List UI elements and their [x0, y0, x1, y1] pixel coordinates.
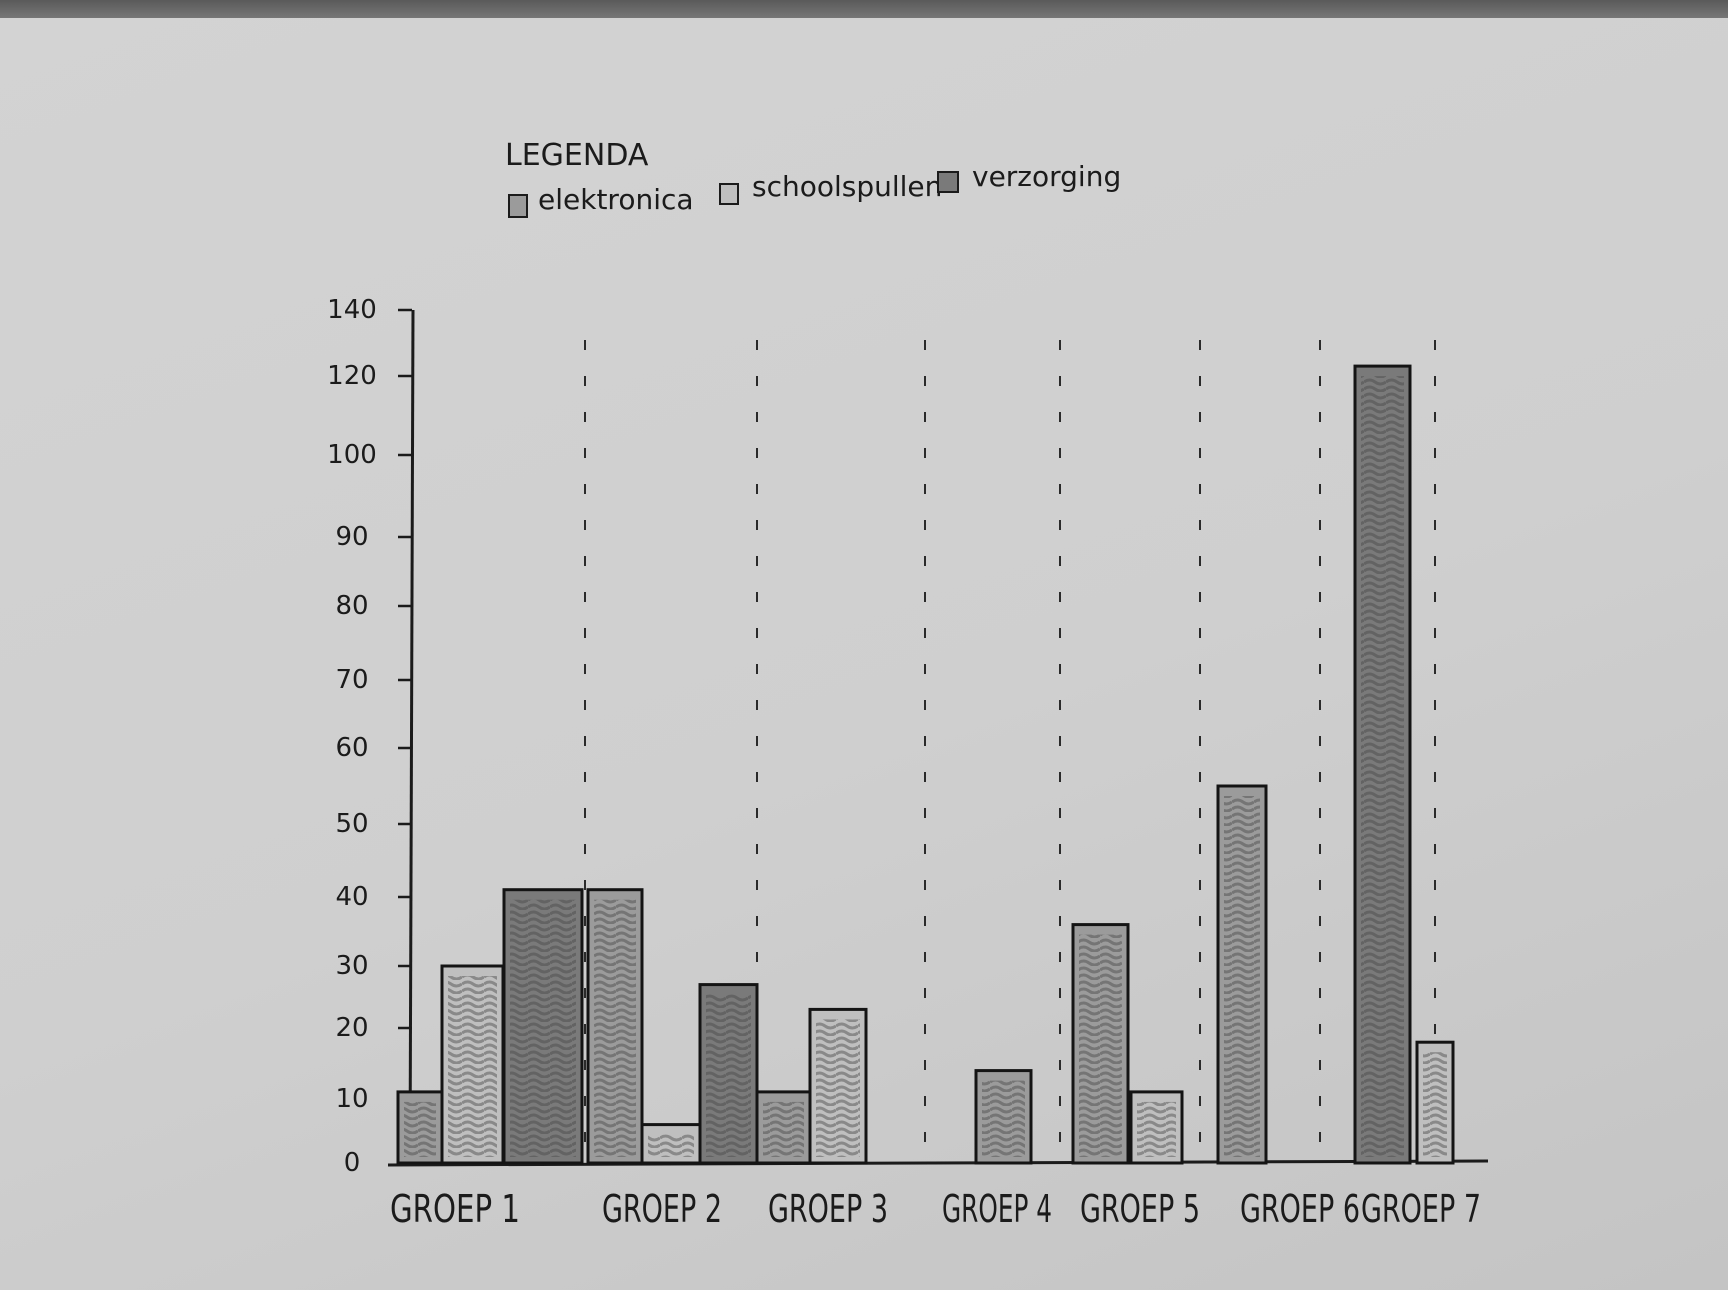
bar-scribble [648, 1134, 694, 1157]
bar-scribble [816, 1019, 860, 1157]
legend: LEGENDA elektronica schoolspullen verzor… [505, 138, 1121, 218]
y-tick-label: 70 [335, 665, 368, 695]
y-tick-label: 90 [335, 522, 368, 552]
x-tick-label: GROEP 7 [1361, 1187, 1481, 1231]
legend-label-verzorging: verzorging [972, 160, 1121, 193]
legend-swatch-schoolspullen [719, 183, 739, 205]
legend-label-elektronica: elektronica [538, 183, 694, 216]
plot-area: 0 10 20 30 40 50 60 70 80 90 100 120 140 GROEP 1 GROEP… [327, 295, 1489, 1231]
x-tick-label: GROEP 3 [768, 1187, 888, 1231]
y-tick-label: 30 [335, 951, 368, 981]
y-tick-label: 40 [335, 882, 368, 912]
y-tick-label: 80 [335, 591, 368, 621]
y-tick-label: 100 [327, 440, 377, 470]
x-tick-label: GROEP 1 [390, 1187, 520, 1231]
y-axis [408, 309, 415, 1164]
bar-scribble [706, 994, 751, 1157]
y-tick-label: 0 [344, 1148, 361, 1178]
bar-scribble [763, 1101, 804, 1157]
x-tick-label: GROEP 2 [602, 1187, 722, 1231]
legend-label-schoolspullen: schoolspullen [752, 170, 942, 203]
legend-swatch-elektronica [508, 194, 528, 218]
bar-scribble [982, 1080, 1025, 1157]
y-tick-label: 50 [335, 809, 368, 839]
y-tick-label: 120 [327, 361, 377, 391]
legend-item-schoolspullen: schoolspullen [719, 170, 942, 205]
y-tick-label: 20 [335, 1013, 368, 1043]
bar-scribble [1079, 934, 1122, 1157]
legend-swatch-verzorging [937, 171, 959, 193]
legend-item-elektronica: elektronica [508, 183, 694, 218]
bar-scribble [1137, 1101, 1176, 1157]
y-tick-label: 10 [335, 1084, 368, 1114]
bar-scribble [404, 1101, 436, 1157]
legend-title: LEGENDA [505, 138, 649, 173]
bar-scribble [1423, 1052, 1447, 1157]
x-tick-label: GROEP 5 [1080, 1187, 1200, 1231]
bar-scribble [448, 976, 497, 1157]
y-tick-label: 140 [327, 295, 377, 325]
x-tick-label: GROEP 4 [942, 1187, 1052, 1231]
bar-scribble [510, 899, 576, 1157]
bar-scribble [594, 899, 636, 1157]
legend-item-verzorging: verzorging [937, 160, 1121, 193]
bar-scribble [1361, 376, 1404, 1158]
x-tick-label: GROEP 6 [1240, 1187, 1360, 1231]
bar-scribble [1224, 796, 1260, 1157]
y-tick-label: 60 [335, 733, 368, 763]
